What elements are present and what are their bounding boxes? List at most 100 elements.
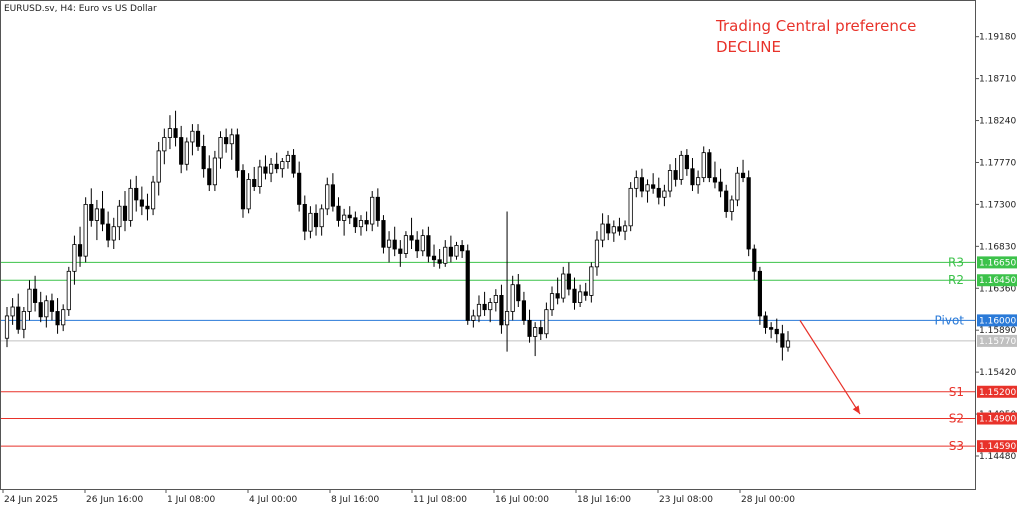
candle xyxy=(611,220,616,242)
candle-body-bull xyxy=(370,196,375,225)
candle xyxy=(16,293,21,334)
candle xyxy=(145,193,150,221)
y-tick-label: 1.18240 xyxy=(979,117,1016,127)
candle-body-bear xyxy=(712,177,718,183)
candle-body-bull xyxy=(83,204,88,257)
candle xyxy=(510,275,515,321)
level-label-r2: R2 xyxy=(948,273,964,287)
current-price-tag-text: 1.15770 xyxy=(979,337,1016,347)
candle-body-bull xyxy=(4,315,10,339)
candle xyxy=(218,131,223,169)
level-tag-s3-bg xyxy=(977,440,1017,453)
candle-body-bull xyxy=(128,187,133,221)
candle-body-bull xyxy=(561,273,566,299)
candle xyxy=(667,164,673,198)
candle-body-bear xyxy=(291,154,296,174)
candle xyxy=(690,158,695,192)
candle-body-bear xyxy=(398,248,403,254)
level-tag-r3-bg xyxy=(977,256,1017,269)
candle xyxy=(370,191,375,232)
candle-body-bear xyxy=(774,328,779,335)
candle xyxy=(662,184,667,207)
candle xyxy=(375,188,380,227)
level-tag-pivot: 1.16000 xyxy=(977,314,1017,327)
candle-body-bull xyxy=(679,154,684,180)
candle xyxy=(89,188,94,227)
candle xyxy=(151,175,156,216)
candle-body-bull xyxy=(701,152,706,179)
candle xyxy=(594,231,600,276)
candle xyxy=(392,226,397,257)
candle-body-bear xyxy=(763,315,768,328)
candle-body-bull xyxy=(611,226,616,234)
candle-body-bull xyxy=(268,163,274,174)
candle-body-bear xyxy=(482,303,487,311)
candle-body-bear xyxy=(16,306,21,330)
level-tag-s1-bg xyxy=(977,385,1017,398)
candle-body-bear xyxy=(336,205,341,221)
candle xyxy=(61,304,66,332)
candle xyxy=(364,211,369,232)
candle-body-bull xyxy=(662,190,667,198)
candle xyxy=(156,141,161,196)
candle-body-bull xyxy=(325,184,330,210)
candle xyxy=(684,149,689,176)
candle xyxy=(55,298,60,334)
candle-body-bear xyxy=(639,177,644,192)
candle xyxy=(134,175,139,212)
candle xyxy=(493,289,498,312)
candle xyxy=(184,137,189,171)
candle-body-bear xyxy=(437,259,442,264)
candle xyxy=(454,241,459,260)
candle xyxy=(117,199,122,241)
level-tag-s1-text: 1.15200 xyxy=(979,388,1016,398)
candle xyxy=(111,217,116,250)
candle xyxy=(235,128,240,178)
candle-body-bull xyxy=(589,266,594,296)
current-price-tag: 1.15770 xyxy=(977,334,1017,347)
candle xyxy=(589,262,594,303)
candle xyxy=(246,173,251,214)
candle xyxy=(409,217,414,250)
candle-body-bear xyxy=(516,284,521,302)
candle xyxy=(325,177,330,216)
candle-body-bear xyxy=(707,152,712,179)
candle xyxy=(712,161,718,189)
candle xyxy=(128,179,133,227)
candle-body-bear xyxy=(252,179,257,187)
x-tick-label: 23 Jul 08:00 xyxy=(659,495,713,505)
candle xyxy=(291,149,296,178)
candle-body-bull xyxy=(61,309,66,326)
candle xyxy=(274,152,279,174)
candle-body-bull xyxy=(10,306,15,317)
candle-body-bull xyxy=(420,235,425,252)
y-tick-label: 1.18710 xyxy=(979,75,1016,85)
candle xyxy=(229,128,234,160)
x-tick-label: 28 Jul 00:00 xyxy=(741,495,795,505)
candle-body-bull xyxy=(117,205,122,228)
x-tick-label: 24 Jun 2025 xyxy=(4,495,58,505)
current-price-tag-bg xyxy=(977,334,1017,347)
candle xyxy=(77,226,83,267)
y-tick-label: 1.19180 xyxy=(979,33,1016,43)
candle-body-bear xyxy=(201,146,206,170)
candle xyxy=(173,110,178,147)
candle-body-bull xyxy=(454,245,459,257)
level-tag-r2-text: 1.16450 xyxy=(979,276,1016,286)
candle xyxy=(353,211,358,233)
level-tag-s2: 1.14900 xyxy=(977,412,1017,425)
candle xyxy=(769,322,774,339)
candle-body-bear xyxy=(100,208,105,225)
candle xyxy=(538,320,543,341)
candle xyxy=(785,331,791,352)
candle xyxy=(460,240,465,258)
candle-body-bear xyxy=(134,187,139,201)
candle xyxy=(94,199,99,241)
candle xyxy=(482,291,487,316)
candle xyxy=(224,128,229,153)
candle-body-bull xyxy=(156,150,161,183)
candle xyxy=(72,235,77,285)
candle xyxy=(431,244,437,267)
x-tick-label: 26 Jun 16:00 xyxy=(86,495,143,505)
